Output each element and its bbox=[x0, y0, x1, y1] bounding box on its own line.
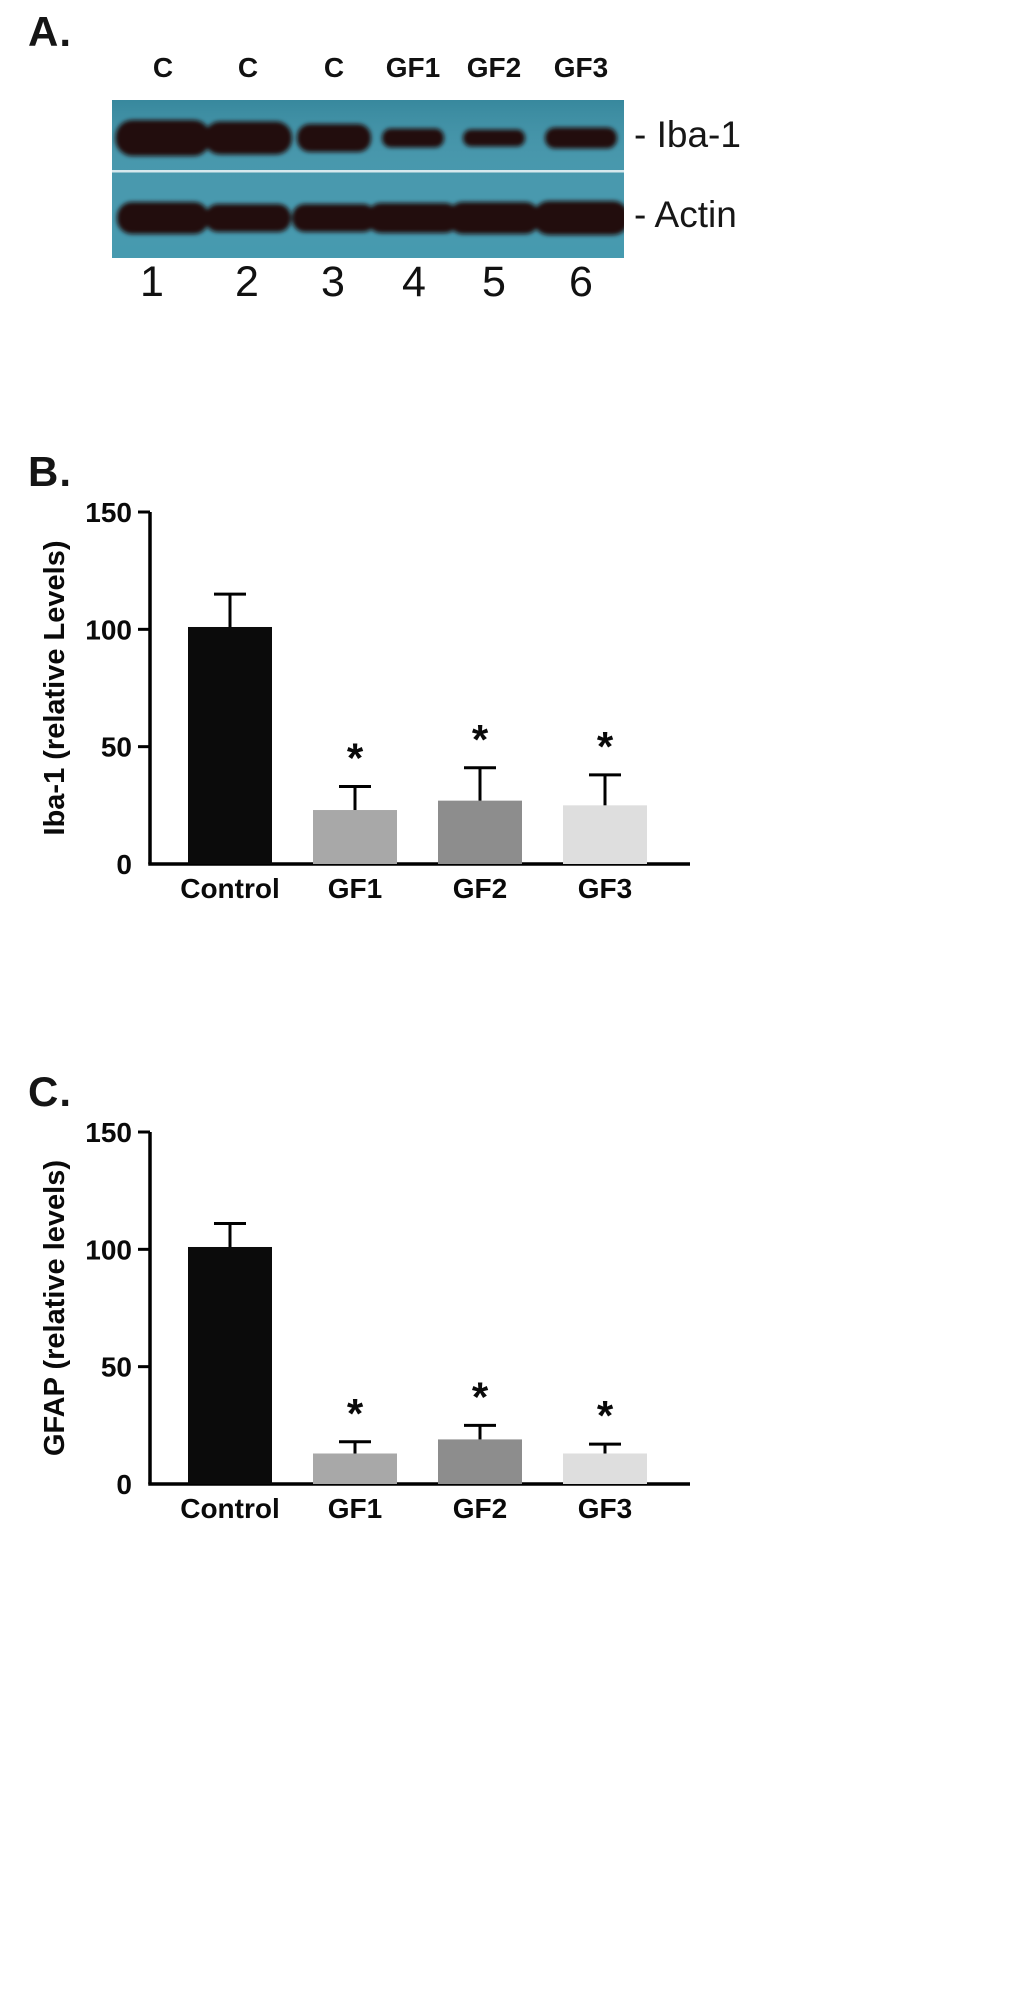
lane-number: 5 bbox=[482, 258, 506, 306]
significance-asterisk: * bbox=[472, 716, 489, 763]
lane-number: 3 bbox=[321, 258, 345, 306]
blot-band bbox=[448, 202, 540, 234]
blot-band bbox=[204, 121, 292, 155]
significance-asterisk: * bbox=[597, 723, 614, 770]
y-tick-label: 150 bbox=[85, 497, 132, 528]
actin-band-label: - Actin bbox=[634, 194, 737, 235]
panel-a-label: A. bbox=[28, 8, 72, 55]
bar bbox=[188, 1246, 272, 1484]
panel-b-label: B. bbox=[28, 448, 72, 495]
lane-number: 2 bbox=[235, 258, 259, 306]
lane-number: 1 bbox=[140, 258, 164, 306]
blot-band bbox=[297, 124, 371, 152]
iba1-band-label: - Iba-1 bbox=[634, 114, 741, 155]
blot-band bbox=[115, 120, 211, 156]
bar bbox=[438, 1439, 522, 1484]
blot-bands bbox=[115, 120, 624, 235]
lane-number: 4 bbox=[402, 258, 426, 306]
lane-label: C bbox=[152, 52, 174, 83]
x-category-label: GF2 bbox=[453, 1493, 507, 1524]
significance-asterisk: * bbox=[597, 1392, 614, 1439]
panel-c-label: C. bbox=[28, 1068, 72, 1115]
x-category-label: GF3 bbox=[578, 873, 632, 904]
western-blot-image bbox=[112, 100, 624, 258]
blot-band bbox=[463, 129, 525, 147]
iba1-bar-chart: 0 50 100 150 Control * GF1 * GF2 * GF3 Iba-1 (relat… bbox=[40, 497, 690, 904]
blot-band bbox=[533, 201, 624, 235]
lane-number: 6 bbox=[569, 258, 593, 306]
significance-asterisk: * bbox=[347, 735, 364, 782]
blot-band bbox=[382, 128, 444, 148]
gfap-bar-chart: 0 50 100 150 Control * GF1 * GF2 * GF3 GFAP (relati… bbox=[40, 1117, 690, 1524]
significance-asterisk: * bbox=[472, 1373, 489, 1420]
y-tick-label: 0 bbox=[116, 1469, 132, 1500]
x-category-label: GF1 bbox=[328, 873, 382, 904]
bar bbox=[188, 626, 272, 864]
y-tick-label: 100 bbox=[85, 614, 132, 645]
blot-band bbox=[117, 202, 209, 234]
blot-strip-divider bbox=[112, 170, 624, 173]
y-tick-label: 50 bbox=[101, 1352, 132, 1383]
lane-label: GF2 bbox=[466, 52, 522, 83]
bar bbox=[563, 805, 647, 864]
y-tick-label: 0 bbox=[116, 849, 132, 880]
x-category-label: GF1 bbox=[328, 1493, 382, 1524]
bar bbox=[438, 800, 522, 864]
lane-label: GF3 bbox=[553, 52, 609, 83]
x-category-label: GF3 bbox=[578, 1493, 632, 1524]
bar bbox=[563, 1453, 647, 1484]
lane-label: C bbox=[323, 52, 345, 83]
lane-label: C bbox=[237, 52, 259, 83]
y-tick-label: 50 bbox=[101, 732, 132, 763]
blot-band bbox=[205, 204, 291, 232]
y-tick-label: 150 bbox=[85, 1117, 132, 1148]
bar bbox=[313, 810, 397, 864]
significance-asterisk: * bbox=[347, 1390, 364, 1437]
y-axis-title: GFAP (relative levels) bbox=[40, 1160, 71, 1456]
y-tick-label: 100 bbox=[85, 1234, 132, 1265]
x-category-label: GF2 bbox=[453, 873, 507, 904]
bar bbox=[313, 1453, 397, 1484]
x-category-label: Control bbox=[180, 1493, 280, 1524]
blot-band bbox=[292, 204, 376, 232]
blot-band bbox=[545, 127, 617, 149]
lane-label: GF1 bbox=[385, 52, 441, 83]
blot-band bbox=[367, 203, 459, 233]
x-category-label: Control bbox=[180, 873, 280, 904]
y-axis-title: Iba-1 (relative Levels) bbox=[40, 541, 71, 836]
